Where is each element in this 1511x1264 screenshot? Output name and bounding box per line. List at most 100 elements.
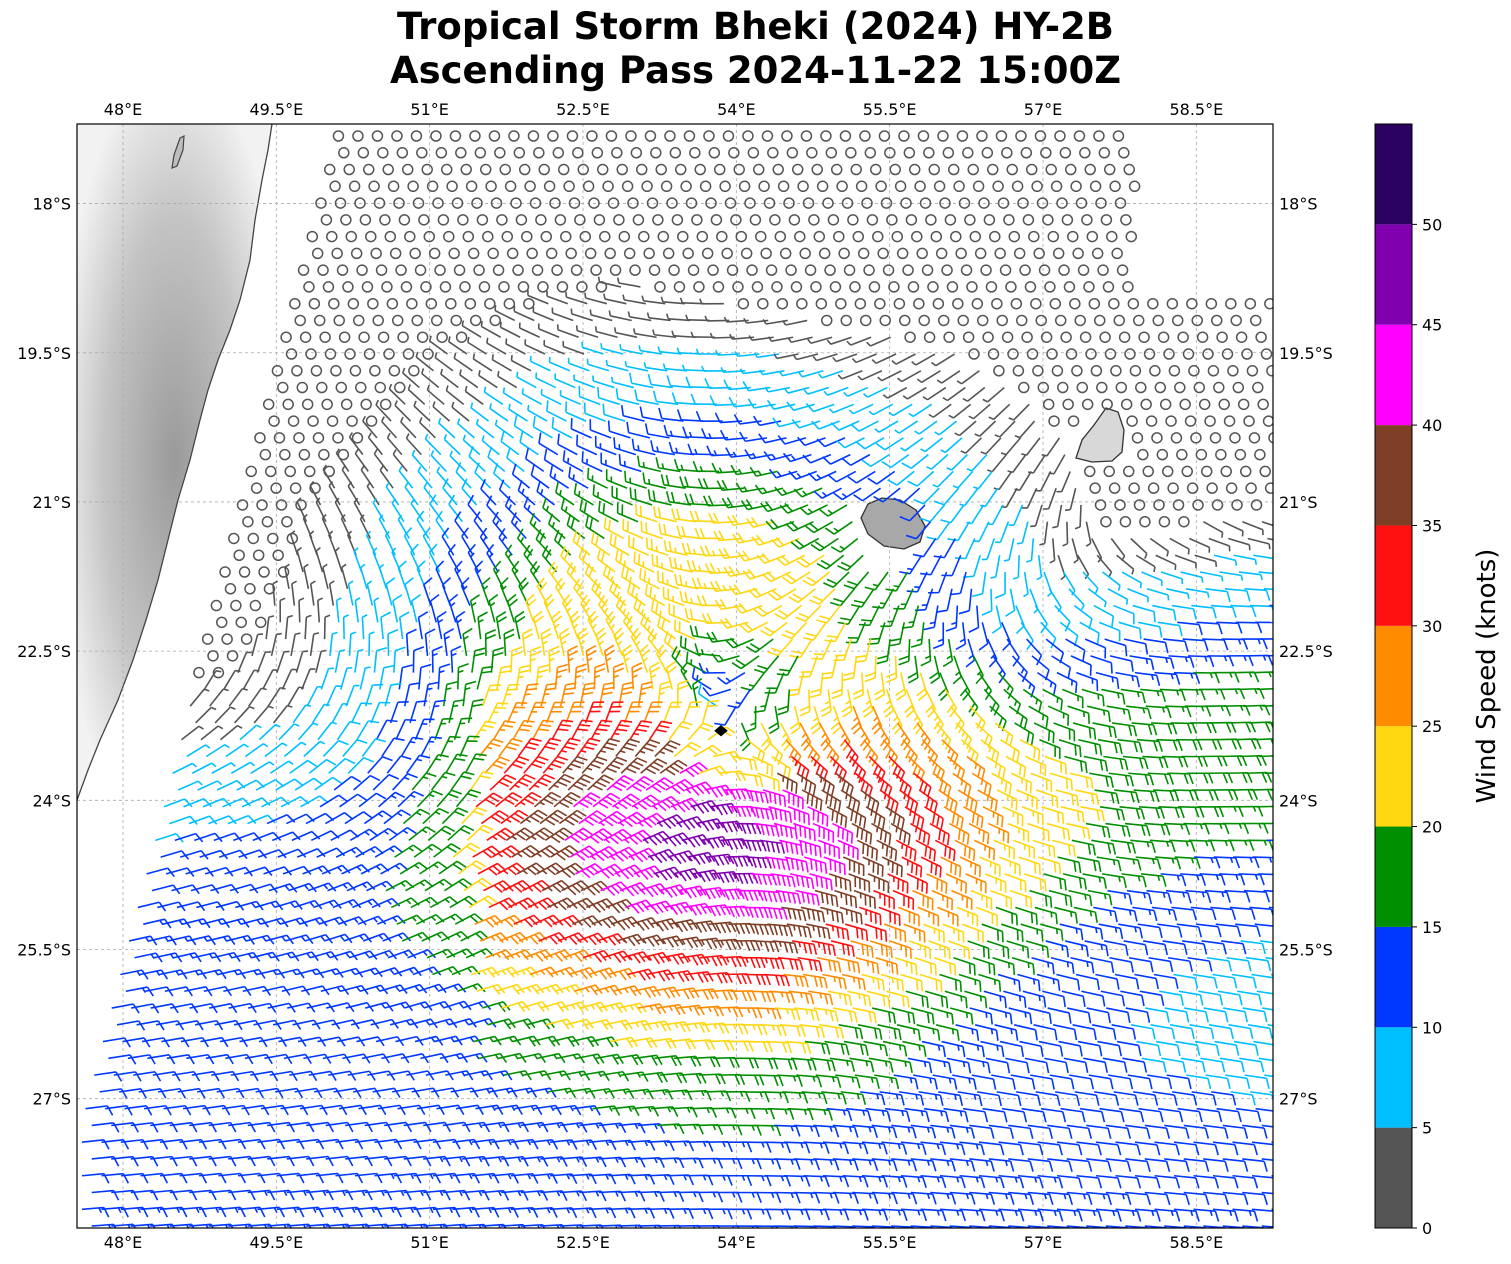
wind-barb bbox=[323, 163, 336, 176]
wind-barb bbox=[1006, 163, 1018, 176]
wind-barb bbox=[479, 163, 492, 176]
wind-barb bbox=[719, 180, 731, 193]
wind-barb bbox=[857, 247, 870, 260]
colorbar: 0 5 10 15 20 25 30 35 40 45 50 bbox=[1374, 123, 1442, 1238]
wind-barb bbox=[627, 311, 652, 322]
wind-barb bbox=[685, 314, 710, 322]
wind-barb bbox=[322, 281, 335, 293]
wind-barb bbox=[818, 247, 831, 260]
wind-barb bbox=[579, 230, 592, 243]
wind-barb bbox=[765, 264, 778, 276]
wind-barb bbox=[361, 281, 374, 293]
wind-barb bbox=[1040, 147, 1052, 159]
wind-barb bbox=[365, 230, 377, 243]
wind-barb bbox=[549, 197, 561, 209]
wind-barb bbox=[1191, 314, 1203, 327]
wind-barb bbox=[1205, 297, 1218, 310]
wind-barb bbox=[689, 147, 701, 159]
wind-barb bbox=[668, 264, 680, 276]
wind-barb bbox=[917, 130, 930, 142]
wind-barb bbox=[652, 214, 664, 226]
wind-barb bbox=[779, 247, 792, 260]
wind-barb bbox=[648, 264, 661, 276]
wind-barb bbox=[490, 197, 503, 209]
lon-tick-label-top: 49.5°E bbox=[249, 100, 303, 119]
wind-barb bbox=[826, 336, 852, 345]
wind-barb bbox=[326, 230, 338, 243]
wind-barb bbox=[1152, 314, 1164, 327]
wind-barb bbox=[788, 214, 801, 226]
wind-barb bbox=[533, 147, 545, 159]
colorbar-tick-label: 20 bbox=[1422, 818, 1442, 837]
wind-barb bbox=[923, 147, 935, 159]
wind-barb bbox=[1272, 856, 1273, 858]
lon-tick-label-top: 48°E bbox=[104, 100, 142, 119]
wind-barb bbox=[451, 197, 464, 209]
wind-barb bbox=[485, 180, 497, 193]
wind-barb bbox=[299, 331, 312, 343]
wind-barb bbox=[1186, 297, 1198, 310]
colorbar-tick-label: 10 bbox=[1422, 1018, 1442, 1037]
lon-tick-label-top: 54°E bbox=[717, 100, 755, 119]
wind-barb bbox=[1097, 264, 1109, 276]
wind-barb bbox=[679, 297, 705, 305]
wind-barb bbox=[531, 264, 544, 276]
wind-barb bbox=[407, 180, 419, 193]
wind-barb bbox=[644, 130, 657, 142]
wind-barb bbox=[760, 247, 772, 260]
wind-barb bbox=[854, 297, 867, 310]
wind-barb bbox=[641, 180, 653, 193]
wind-barb bbox=[935, 247, 948, 260]
wind-barb bbox=[1210, 314, 1223, 327]
wind-barb bbox=[833, 230, 845, 243]
wind-barb bbox=[368, 180, 380, 193]
lat-tick-label-right: 19.5°S bbox=[1279, 344, 1333, 363]
lat-tick-label-right: 24°S bbox=[1279, 791, 1318, 810]
wind-barb bbox=[846, 336, 872, 346]
lat-tick-label-left: 18°S bbox=[32, 195, 71, 214]
wind-barb bbox=[517, 281, 530, 293]
wind-barb bbox=[1052, 247, 1065, 260]
wind-barb bbox=[350, 247, 363, 260]
wind-barb bbox=[386, 297, 399, 310]
wind-barb bbox=[352, 314, 365, 327]
wind-barb bbox=[1112, 130, 1125, 142]
wind-barb bbox=[459, 281, 471, 293]
wind-barb bbox=[893, 297, 906, 310]
wind-barb bbox=[1036, 197, 1049, 209]
wind-barb bbox=[1064, 163, 1077, 176]
wind-barb bbox=[412, 197, 425, 209]
wind-barb bbox=[1084, 163, 1096, 176]
wind-barb bbox=[373, 197, 386, 209]
wind-barb bbox=[972, 180, 985, 193]
wind-barb bbox=[1109, 180, 1121, 193]
wind-barb bbox=[469, 314, 482, 327]
wind-barb bbox=[319, 331, 331, 343]
wind-barb bbox=[1230, 314, 1242, 327]
wind-barb bbox=[523, 297, 535, 310]
wind-barb bbox=[699, 180, 712, 193]
wind-barb bbox=[928, 163, 940, 176]
wind-barb bbox=[605, 130, 618, 142]
wind-barb bbox=[868, 281, 881, 293]
wind-barb bbox=[755, 230, 767, 243]
wind-barb bbox=[1264, 297, 1273, 310]
wind-barb bbox=[1123, 163, 1135, 176]
wind-barb bbox=[646, 312, 671, 322]
wind-barb bbox=[742, 130, 754, 142]
wind-barb bbox=[733, 163, 745, 176]
wind-barb bbox=[886, 214, 898, 226]
lat-tick-label-left: 22.5°S bbox=[17, 642, 71, 661]
wind-barb bbox=[537, 281, 549, 293]
wind-barb bbox=[1103, 163, 1116, 176]
wind-barb bbox=[332, 130, 345, 142]
wind-barb bbox=[974, 247, 987, 260]
wind-barb bbox=[807, 336, 833, 344]
wind-barb bbox=[1067, 230, 1079, 243]
wind-barb bbox=[379, 214, 391, 226]
wind-barb bbox=[538, 163, 550, 176]
wind-barb bbox=[1059, 147, 1072, 159]
wind-barb bbox=[423, 230, 436, 243]
wind-barb bbox=[652, 329, 677, 339]
wind-barb bbox=[503, 297, 516, 310]
